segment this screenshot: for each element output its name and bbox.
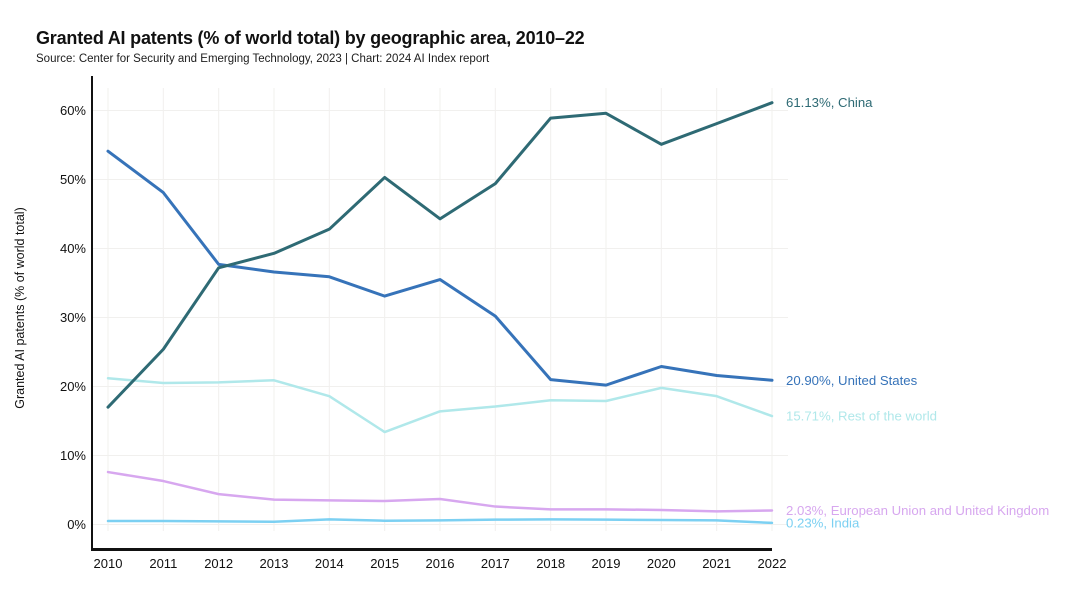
y-tick-label: 20% — [60, 379, 86, 394]
x-tick-label: 2014 — [315, 556, 344, 571]
y-tick-label: 0% — [67, 517, 86, 532]
x-tick-label: 2020 — [647, 556, 676, 571]
chart-header: Granted AI patents (% of world total) by… — [36, 28, 585, 65]
x-tick-label: 2016 — [426, 556, 455, 571]
y-tick-label: 50% — [60, 172, 86, 187]
series-end-label-rest-of-the-world: 15.71%, Rest of the world — [786, 409, 937, 424]
series-end-label-china: 61.13%, China — [786, 95, 873, 110]
x-tick-label: 2012 — [204, 556, 233, 571]
series-line-united-states — [106, 149, 774, 387]
chart-title: Granted AI patents (% of world total) by… — [36, 28, 585, 48]
x-tick-label: 2010 — [94, 556, 123, 571]
y-tick-label: 30% — [60, 310, 86, 325]
gridlines — [93, 88, 788, 531]
y-tick-label: 60% — [60, 103, 86, 118]
series-line-india — [106, 518, 774, 525]
y-tick-label: 40% — [60, 241, 86, 256]
chart-source: Source: Center for Security and Emerging… — [36, 53, 490, 65]
series-end-label-united-states: 20.90%, United States — [786, 373, 918, 388]
series-line-china — [106, 101, 774, 409]
y-tick-labels: 0% 10% 20% 30% 40% 50% 60% — [60, 103, 86, 532]
x-tick-label: 2021 — [702, 556, 731, 571]
series-line-european-union-and-united-kingdom — [106, 470, 774, 513]
series-end-label-india: 0.23%, India — [786, 515, 860, 530]
x-tick-label: 2015 — [370, 556, 399, 571]
x-tick-labels: 2010 2011 2012 2013 2014 2015 2016 2017 2018 2019… — [94, 556, 787, 571]
y-axis-title: Granted AI patents (% of world total) — [13, 207, 27, 409]
series-line-rest-of-the-world — [106, 376, 774, 434]
x-tick-label: 2011 — [149, 556, 177, 571]
x-tick-label: 2013 — [260, 556, 289, 571]
axes — [91, 76, 772, 551]
series-end-label-european-union-and-united-kingdom: 2.03%, European Union and United Kingdom — [786, 503, 1049, 518]
y-tick-label: 10% — [60, 448, 86, 463]
x-tick-label: 2017 — [481, 556, 510, 571]
x-tick-label: 2019 — [592, 556, 621, 571]
x-tick-label: 2022 — [758, 556, 787, 571]
x-tick-label: 2018 — [536, 556, 565, 571]
